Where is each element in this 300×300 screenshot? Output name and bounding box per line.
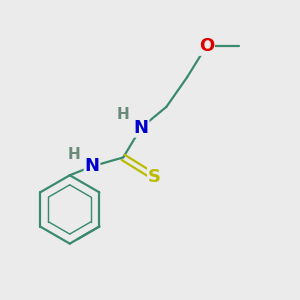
Text: O: O xyxy=(199,37,214,55)
Text: N: N xyxy=(134,119,148,137)
Text: H: H xyxy=(116,107,129,122)
Text: N: N xyxy=(85,157,100,175)
Text: S: S xyxy=(148,168,161,186)
Text: H: H xyxy=(68,147,81,162)
